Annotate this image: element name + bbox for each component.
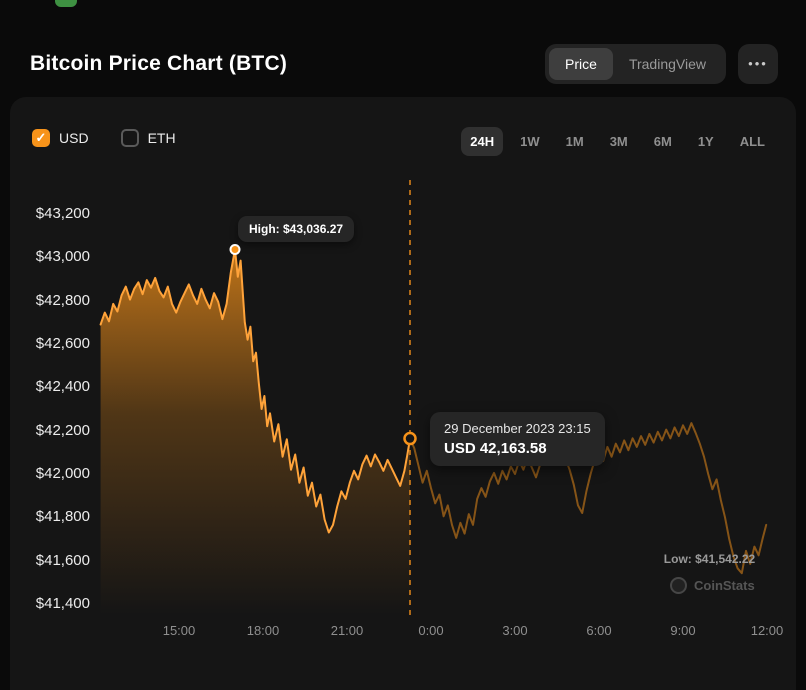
usd-label: USD <box>59 130 89 146</box>
timeframe-selector: 24H 1W 1M 3M 6M 1Y ALL <box>461 127 774 156</box>
x-axis-tick: 3:00 <box>502 623 528 638</box>
header-actions: Price TradingView ••• <box>545 43 778 84</box>
y-axis-tick: $42,200 <box>35 421 90 439</box>
y-axis-tick: $42,600 <box>35 335 90 352</box>
tradingview-view-button[interactable]: TradingView <box>628 55 706 72</box>
x-axis-tick: 12:00 <box>750 623 784 638</box>
more-options-button[interactable]: ••• <box>738 43 778 84</box>
view-switch: Price TradingView <box>545 43 726 84</box>
range-button-1y[interactable]: 1Y <box>697 134 714 149</box>
cursor-tooltip: 29 December 2023 23:15 USD 42,163.58 <box>430 411 605 466</box>
y-axis-tick: $43,000 <box>35 248 90 266</box>
y-axis-tick: $41,600 <box>35 551 90 569</box>
price-chart-canvas[interactable] <box>10 97 796 690</box>
watermark-label: CoinStats <box>694 578 755 593</box>
y-axis-tick: $42,800 <box>35 291 90 309</box>
high-tooltip: High: $43,036.27 <box>238 216 355 243</box>
low-annotation: Low: $41,542.22 <box>663 552 756 567</box>
watermark: CoinStats <box>670 577 755 594</box>
price-line-past <box>99 248 411 534</box>
chart-card: ✓ USD ETH 24H 1W 1M 3M 6M 1Y ALL $43,200 $43,00… <box>10 97 796 690</box>
area-fill <box>100 249 410 615</box>
eth-checkbox-icon <box>120 129 139 147</box>
top-bar: Bitcoin Price Chart (BTC) Price TradingV… <box>0 0 806 97</box>
currency-toggles: ✓ USD ETH <box>32 129 176 147</box>
coinstats-logo-icon <box>670 577 687 594</box>
x-axis-tick: 0:00 <box>418 623 444 638</box>
high-point-marker <box>229 243 241 255</box>
y-axis-tick: $43,200 <box>35 205 90 222</box>
page-title: Bitcoin Price Chart (BTC) <box>30 51 288 75</box>
range-button-3m[interactable]: 3M <box>609 134 628 149</box>
range-button-all[interactable]: ALL <box>739 134 765 149</box>
x-axis-tick: 15:00 <box>162 623 196 638</box>
eth-label: ETH <box>147 130 176 146</box>
range-button-24h[interactable]: 24H <box>461 127 504 156</box>
x-axis-tick: 9:00 <box>670 623 696 638</box>
range-button-6m[interactable]: 6M <box>653 134 672 149</box>
ellipsis-icon: ••• <box>748 56 768 71</box>
y-axis-tick: $42,400 <box>35 378 90 396</box>
cursor-tooltip-date: 29 December 2023 23:15 <box>444 420 591 436</box>
usd-toggle[interactable]: ✓ USD <box>32 129 89 147</box>
range-button-1m[interactable]: 1M <box>565 134 584 149</box>
x-axis-tick: 21:00 <box>330 623 364 638</box>
y-axis-tick: $41,800 <box>35 508 90 526</box>
x-axis-tick: 6:00 <box>586 623 612 638</box>
range-button-1w[interactable]: 1W <box>520 134 540 149</box>
usd-checkbox-icon: ✓ <box>32 129 50 147</box>
site-logo-cutoff[interactable] <box>55 0 77 7</box>
x-axis-tick: 18:00 <box>246 623 280 638</box>
price-line-forward <box>409 422 768 575</box>
y-axis-tick: $42,000 <box>35 465 90 482</box>
cursor-tooltip-value: USD 42,163.58 <box>444 439 547 457</box>
cursor-point-marker <box>403 431 417 446</box>
price-view-button[interactable]: Price <box>549 47 613 80</box>
eth-toggle[interactable]: ETH <box>120 129 176 147</box>
y-axis-tick: $41,400 <box>35 595 90 612</box>
